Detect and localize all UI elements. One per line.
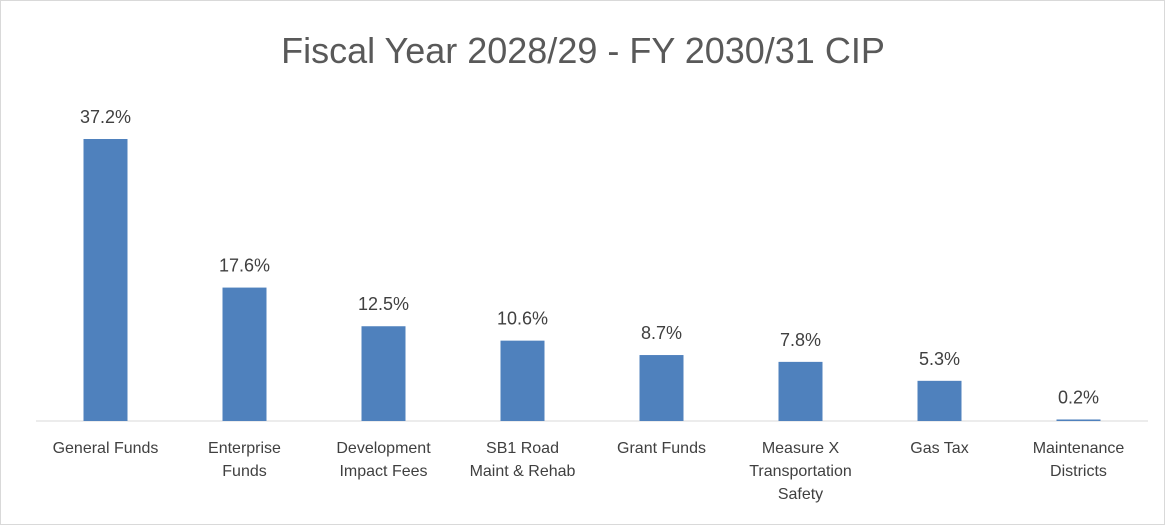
bar [500, 340, 545, 421]
bar [778, 361, 823, 421]
x-tick-label: SB1 Road Maint & Rehab [469, 440, 576, 480]
data-label: 12.5% [358, 294, 409, 314]
x-tick-label: Development Impact Fees [336, 440, 431, 480]
data-label: 37.2% [80, 107, 131, 127]
data-label: 10.6% [497, 309, 548, 329]
bar [639, 355, 684, 421]
data-label: 17.6% [219, 256, 270, 276]
bar [1056, 419, 1101, 421]
bar [361, 326, 406, 421]
data-label: 7.8% [780, 330, 821, 350]
x-tick-label: Enterprise Funds [208, 440, 281, 480]
data-label: 0.2% [1058, 387, 1099, 407]
data-label: 8.7% [641, 323, 682, 343]
x-tick-label: Measure X Transportation Safety [749, 440, 852, 503]
bar [222, 287, 267, 421]
bar [83, 139, 128, 421]
x-tick-label: General Funds [52, 440, 159, 457]
x-tick-label: Grant Funds [617, 440, 706, 457]
x-tick-label: Gas Tax [910, 440, 969, 457]
x-tick-label: Maintenance Districts [1032, 440, 1125, 480]
chart-title: Fiscal Year 2028/29 - FY 2030/31 CIP [281, 30, 885, 71]
data-label: 5.3% [919, 349, 960, 369]
bar [917, 380, 962, 421]
